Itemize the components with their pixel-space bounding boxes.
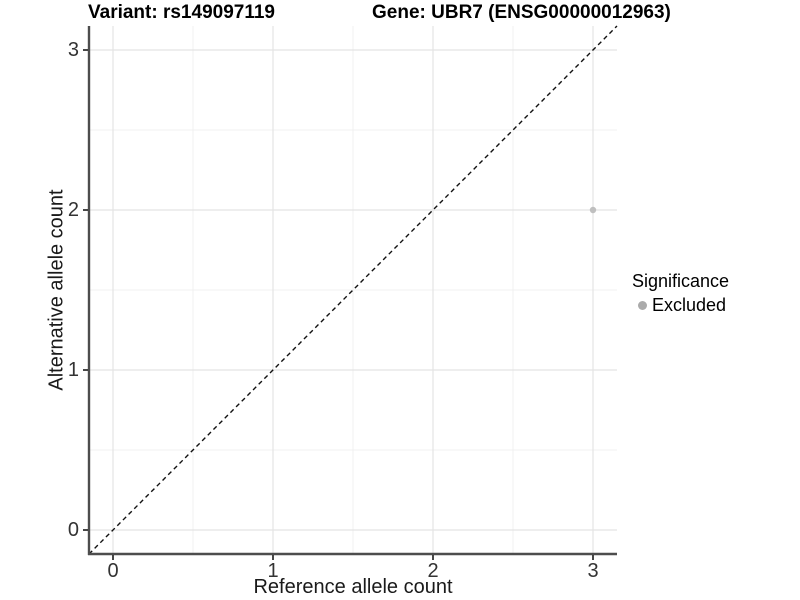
minor-gridlines	[89, 26, 617, 554]
legend: Significance Excluded	[632, 271, 729, 316]
legend-item-excluded: Excluded	[632, 295, 729, 317]
y-tick-label: 1	[67, 359, 79, 381]
gene-title: Gene: UBR7 (ENSG00000012963)	[372, 2, 671, 23]
x-tick-label: 1	[267, 560, 279, 582]
legend-item-label: Excluded	[652, 294, 727, 315]
x-axis-title: Reference allele count	[253, 576, 453, 598]
major-gridlines	[89, 26, 617, 554]
excluded-point-icon	[638, 300, 647, 310]
axis-lines	[87, 26, 617, 556]
tick-marks	[83, 49, 594, 560]
y-tick-label: 0	[67, 519, 79, 541]
y-axis-title: Alternative allele count	[45, 189, 68, 391]
identity-line	[88, 25, 618, 555]
y-tick-label: 3	[67, 39, 79, 61]
variant-title: Variant: rs149097119	[88, 2, 275, 23]
x-tick-label: 3	[587, 560, 599, 582]
identity-dashed-line	[88, 25, 618, 555]
legend-title: Significance	[632, 271, 730, 291]
x-tick-label: 0	[107, 560, 119, 582]
data-point	[589, 206, 597, 214]
x-tick-label: 2	[427, 560, 439, 582]
data-points	[589, 206, 597, 214]
y-tick-label: 2	[67, 199, 79, 221]
